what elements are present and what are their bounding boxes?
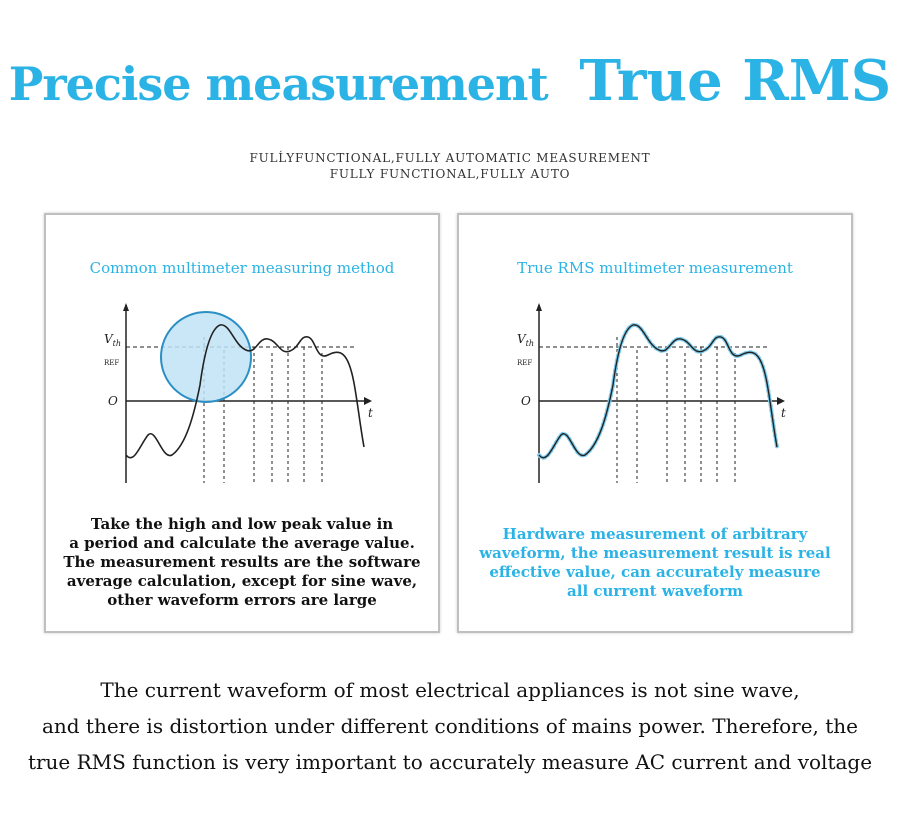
vth-label: Vth: [517, 332, 534, 348]
rms-line-4: all current waveform: [567, 582, 743, 600]
true-rms-panel: True RMS multimeter measurement Vth REF …: [457, 213, 853, 633]
common-method-description: Take the high and low peak value in a pe…: [60, 515, 424, 610]
common-line-5: other waveform errors are large: [107, 591, 377, 609]
common-line-4: average calculation, except for sine wav…: [66, 572, 418, 590]
sample-lines: [616, 337, 736, 483]
t-label: t: [368, 406, 373, 420]
t-axis-arrow: [364, 397, 372, 405]
footer-line-1: The current waveform of most electrical …: [100, 678, 800, 702]
title-true-rms: True RMS: [579, 48, 892, 114]
page-title: Precise measurement True RMS: [0, 48, 900, 118]
common-method-panel: Common multimeter measuring method Vth R…: [44, 213, 440, 633]
common-line-3: The measurement results are the software: [63, 553, 421, 571]
rms-line-3: effective value, can accurately measure: [489, 563, 821, 581]
common-method-title: Common multimeter measuring method: [89, 259, 395, 277]
y-axis-arrow: [536, 303, 542, 311]
origin-label: O: [521, 394, 531, 408]
y-axis-arrow: [123, 303, 129, 311]
t-label: t: [781, 406, 786, 420]
title-precise-measurement: Precise measurement: [8, 57, 549, 111]
true-rms-title: True RMS multimeter measurement: [517, 259, 793, 277]
true-rms-description: Hardware measurement of arbitrary wavefo…: [473, 525, 837, 601]
footer-explanation: The current waveform of most electrical …: [0, 672, 900, 780]
footer-line-3: true RMS function is very important to a…: [27, 750, 873, 774]
t-axis-arrow: [777, 397, 785, 405]
true-rms-waveform-graph: Vth REF O t: [517, 303, 786, 483]
subtitle-line-1: FULĹYFUNCTIONAL,FULLY AUTOMATIC MEASUREM…: [249, 151, 651, 165]
distorted-waveform: [125, 324, 365, 459]
rms-line-1: Hardware measurement of arbitrary: [502, 525, 808, 543]
subtitle: FULĹYFUNCTIONAL,FULLY AUTOMATIC MEASUREM…: [0, 150, 900, 182]
sampled-trace: [537, 323, 779, 460]
origin-label: O: [108, 394, 118, 408]
vth-label: Vth: [104, 332, 121, 348]
ref-label: REF: [517, 359, 532, 367]
peak-highlight-circle: [160, 311, 252, 403]
footer-line-2: and there is distortion under different …: [41, 714, 859, 738]
common-method-waveform-graph: Vth REF O t: [104, 303, 373, 483]
subtitle-line-2: FULLY FUNCTIONAL,FULLY AUTO: [329, 167, 571, 181]
common-line-1: Take the high and low peak value in: [90, 515, 394, 533]
common-line-2: a period and calculate the average value…: [69, 534, 415, 552]
rms-line-2: waveform, the measurement result is real: [479, 544, 831, 562]
ref-label: REF: [104, 359, 119, 367]
distorted-waveform: [538, 324, 778, 459]
